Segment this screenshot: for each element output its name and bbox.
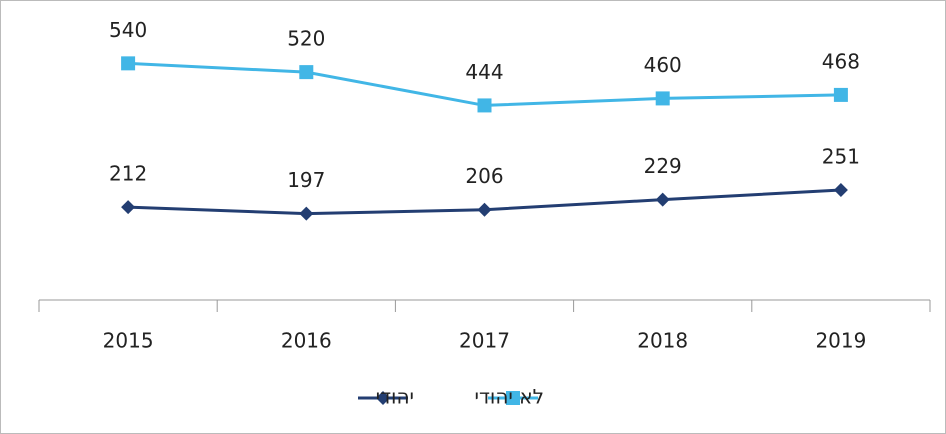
data-label: 229 [644, 154, 682, 178]
data-label: 460 [644, 53, 682, 77]
data-label: 520 [287, 27, 325, 51]
data-label: 197 [287, 168, 325, 192]
x-tick-label: 2016 [281, 329, 332, 353]
marker [121, 56, 136, 71]
data-label: 444 [465, 60, 503, 84]
data-label: 468 [822, 49, 860, 73]
legend-label: לא יהודי [475, 385, 544, 409]
legend-label: יהודי [376, 385, 414, 409]
x-tick-label: 2018 [637, 329, 688, 353]
marker [477, 202, 492, 217]
marker [121, 200, 136, 215]
marker [477, 98, 492, 113]
x-tick-label: 2019 [815, 329, 866, 353]
marker [655, 91, 670, 106]
marker [833, 87, 848, 102]
x-tick-label: 2015 [103, 329, 154, 353]
data-label: 212 [109, 162, 147, 186]
marker [506, 391, 520, 405]
data-label: 206 [465, 164, 503, 188]
data-label: 540 [109, 18, 147, 42]
marker [833, 183, 848, 198]
marker [376, 391, 390, 405]
marker [655, 192, 670, 207]
data-label: 251 [822, 145, 860, 169]
marker [299, 65, 314, 80]
marker [299, 206, 314, 221]
x-tick-label: 2017 [459, 329, 510, 353]
